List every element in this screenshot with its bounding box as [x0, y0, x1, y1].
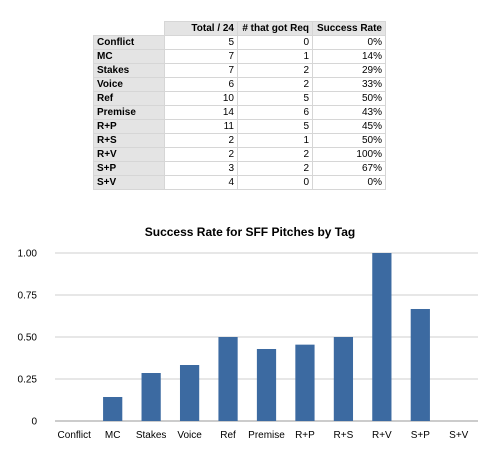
- bar-s-plus-p: [410, 308, 430, 421]
- x-tick-label: R+V: [372, 430, 392, 441]
- x-tick-label: R+S: [334, 430, 354, 441]
- data-table: Total / 24 # that got Req Success Rate C…: [93, 21, 386, 190]
- bar-ref: [218, 337, 238, 421]
- row-tag-label: Ref: [93, 91, 165, 106]
- cell-success-rate: 0%: [312, 175, 386, 190]
- x-tick-label: Conflict: [58, 430, 92, 441]
- x-tick-label: Stakes: [136, 430, 167, 441]
- bar-premise: [256, 348, 277, 421]
- chart-title: Success Rate for SFF Pitches by Tag: [144, 225, 356, 239]
- cell-total: 3: [164, 161, 238, 176]
- header-got-req: # that got Req: [237, 21, 313, 36]
- data-table-container: Total / 24 # that got Req Success Rate C…: [93, 21, 386, 190]
- bar-r-plus-v: [372, 253, 392, 421]
- row-tag-label: Stakes: [93, 63, 165, 78]
- row-tag-label: MC: [93, 49, 165, 64]
- bar-r-plus-p: [295, 344, 315, 421]
- bar-mc: [103, 396, 123, 421]
- row-tag-label: Premise: [93, 105, 165, 120]
- y-tick-label: 1.00: [18, 249, 38, 260]
- header-success-rate: Success Rate: [312, 21, 386, 36]
- row-tag-label: Conflict: [93, 35, 165, 50]
- table-row: R+S 2 1 50%: [93, 133, 386, 148]
- table-row: Stakes 7 2 29%: [93, 63, 386, 78]
- cell-total: 6: [164, 77, 238, 92]
- y-tick-label: 0: [31, 417, 37, 428]
- cell-success-rate: 14%: [312, 49, 386, 64]
- cell-success-rate: 33%: [312, 77, 386, 92]
- table-row: Ref 10 5 50%: [93, 91, 386, 106]
- table-row: S+V 4 0 0%: [93, 175, 386, 190]
- x-tick-label: S+P: [411, 430, 431, 441]
- bar-r-plus-s: [333, 337, 354, 421]
- x-tick-label: Ref: [220, 430, 236, 441]
- table-row: Conflict 5 0 0%: [93, 35, 386, 50]
- x-tick-label: Voice: [177, 430, 202, 441]
- table-corner-cell: [93, 21, 165, 36]
- bar-stakes: [141, 373, 161, 421]
- row-tag-label: S+V: [93, 175, 165, 190]
- cell-total: 2: [164, 147, 238, 162]
- y-tick-label: 0.75: [18, 291, 38, 302]
- x-tick-label: Premise: [248, 430, 285, 441]
- bar-voice: [179, 365, 200, 421]
- x-tick-label: MC: [105, 430, 121, 441]
- cell-success-rate: 45%: [312, 119, 386, 134]
- cell-total: 10: [164, 91, 238, 106]
- header-total: Total / 24: [164, 21, 238, 36]
- table-row: Premise 14 6 43%: [93, 105, 386, 120]
- x-tick-label: S+V: [449, 430, 469, 441]
- table-row: R+V 2 2 100%: [93, 147, 386, 162]
- table-row: MC 7 1 14%: [93, 49, 386, 64]
- cell-success-rate: 100%: [312, 147, 386, 162]
- row-tag-label: R+S: [93, 133, 165, 148]
- cell-success-rate: 67%: [312, 161, 386, 176]
- y-tick-label: 0.25: [18, 375, 38, 386]
- row-tag-label: Voice: [93, 77, 165, 92]
- cell-total: 5: [164, 35, 238, 50]
- cell-got-req: 6: [237, 105, 313, 120]
- cell-total: 4: [164, 175, 238, 190]
- cell-got-req: 0: [237, 175, 313, 190]
- table-body: Conflict 5 0 0% MC 7 1 14% Stakes 7 2 29% Voice 6 2 33%…: [93, 35, 386, 190]
- table-row: S+P 3 2 67%: [93, 161, 386, 176]
- cell-got-req: 1: [237, 133, 313, 148]
- cell-success-rate: 50%: [312, 133, 386, 148]
- cell-success-rate: 0%: [312, 35, 386, 50]
- cell-total: 2: [164, 133, 238, 148]
- y-tick-label: 0.50: [18, 333, 38, 344]
- table-row: Voice 6 2 33%: [93, 77, 386, 92]
- cell-got-req: 5: [237, 119, 313, 134]
- cell-total: 7: [164, 63, 238, 78]
- table-header-row: Total / 24 # that got Req Success Rate: [93, 21, 386, 36]
- x-tick-label: R+P: [295, 430, 315, 441]
- cell-total: 14: [164, 105, 238, 120]
